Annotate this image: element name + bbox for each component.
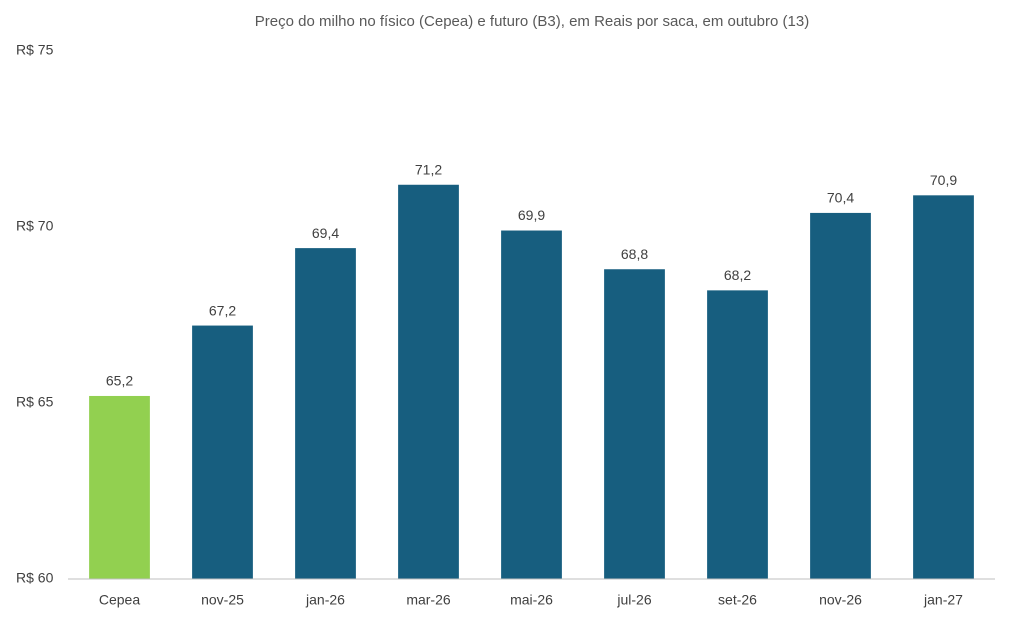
- data-label: 65,2: [106, 373, 133, 389]
- data-label: 70,4: [827, 190, 854, 206]
- bar: [913, 195, 974, 579]
- bar: [295, 248, 356, 579]
- bar: [398, 184, 459, 579]
- data-label: 71,2: [415, 161, 442, 177]
- x-tick-label: set-26: [718, 592, 757, 608]
- bar: [192, 325, 253, 579]
- data-label: 68,8: [621, 246, 648, 262]
- bar: [810, 212, 871, 580]
- bar: [501, 230, 562, 579]
- y-tick-label: R$ 70: [16, 218, 54, 234]
- y-tick-label: R$ 75: [16, 42, 54, 58]
- y-tick-label: R$ 65: [16, 394, 54, 410]
- data-label: 68,2: [724, 267, 751, 283]
- x-tick-label: mai-26: [510, 592, 553, 608]
- data-label: 70,9: [930, 172, 957, 188]
- x-tick-label: jul-26: [616, 592, 651, 608]
- x-tick-label: nov-26: [819, 592, 862, 608]
- data-label: 69,9: [518, 207, 545, 223]
- bar: [707, 290, 768, 579]
- x-tick-label: mar-26: [406, 592, 451, 608]
- x-tick-label: Cepea: [99, 592, 140, 608]
- y-tick-label: R$ 60: [16, 570, 54, 586]
- x-tick-label: nov-25: [201, 592, 244, 608]
- x-tick-label: jan-27: [923, 592, 963, 608]
- x-tick-label: jan-26: [305, 592, 345, 608]
- bar: [89, 395, 150, 579]
- chart-title: Preço do milho no físico (Cepea) e futur…: [255, 13, 809, 30]
- bar: [604, 269, 665, 579]
- data-label: 69,4: [312, 225, 339, 241]
- data-label: 67,2: [209, 302, 236, 318]
